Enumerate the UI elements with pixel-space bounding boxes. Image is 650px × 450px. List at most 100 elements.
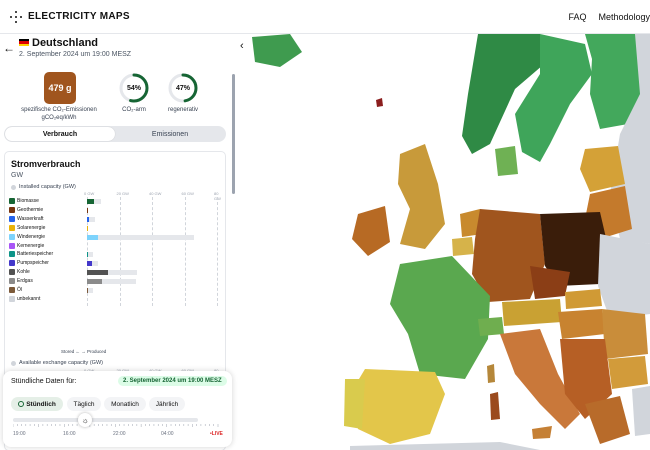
map-region-slovakia (565, 289, 602, 309)
source-row[interactable]: Öl (7, 286, 225, 294)
low-carbon-ring: 54% (118, 72, 150, 104)
source-icon (9, 242, 15, 249)
source-icon (9, 224, 15, 231)
source-row[interactable]: Kohle (7, 268, 225, 276)
x-tick-label: 20 GW (116, 191, 129, 196)
info-icon[interactable] (11, 184, 16, 190)
app-title: ELECTRICITY MAPS (28, 11, 130, 22)
logo[interactable]: ELECTRICITY MAPS (10, 10, 130, 23)
x-tick-label: 60 GW (181, 191, 194, 196)
collapse-panel-icon[interactable]: ‹ (240, 40, 244, 52)
time-label-3: 22:00 (113, 431, 126, 437)
map-region-faroes (376, 98, 383, 107)
source-row[interactable]: Windenergie (7, 233, 225, 241)
gridline (87, 197, 88, 306)
map-region-ireland (352, 206, 390, 256)
selected-datetime-badge: 2. September 2024 um 19:00 MESZ (118, 376, 227, 386)
panel-scrollbar[interactable] (232, 74, 235, 194)
source-label: Biomasse (17, 198, 39, 204)
carbon-intensity-badge: 479 g (44, 72, 76, 104)
logo-icon (10, 10, 22, 23)
source-label: Pumpspeicher (17, 260, 49, 267)
map-region-norway (462, 34, 550, 154)
gridline (152, 197, 153, 306)
map-region-greece (585, 396, 630, 444)
map-region-north-africa (350, 442, 540, 450)
nav-methodology-link[interactable]: Methodology (598, 12, 650, 22)
source-icon (9, 206, 15, 213)
low-carbon-value: 54% (126, 84, 141, 92)
capacity-bar (87, 199, 101, 204)
map-region-iceland (252, 34, 302, 67)
carbon-map[interactable] (240, 34, 650, 450)
map-region-bulgaria (608, 356, 648, 389)
source-label: Solarenergie (17, 224, 46, 231)
map-region-hungary (558, 309, 605, 339)
renewable-value: 47% (175, 84, 190, 92)
zone-name: Deutschland (32, 37, 99, 49)
source-icon (9, 198, 15, 204)
capacity-bar (87, 252, 94, 258)
production-bar (87, 279, 103, 285)
time-controller-title: Stündliche Daten für: (11, 378, 77, 385)
source-label: unbekannt (17, 295, 41, 302)
source-row[interactable]: Solarenergie (7, 224, 225, 232)
zone-datetime: 2. September 2024 um 19:00 MESZ (19, 51, 132, 58)
source-row[interactable]: unbekannt (7, 295, 225, 303)
tab-consumption[interactable]: Verbrauch (5, 127, 115, 141)
source-icon (9, 260, 15, 267)
gridline (119, 197, 121, 306)
renewable-ring: 47% (167, 72, 199, 104)
germany-flag-icon (19, 39, 29, 46)
time-label-2: 16:00 (63, 431, 76, 437)
source-row[interactable]: Erdgas (7, 277, 225, 285)
info-icon[interactable] (11, 360, 16, 366)
map-region-switzerland (478, 317, 504, 336)
source-icon (9, 215, 15, 222)
map-region-spain (350, 369, 445, 444)
period-daily-button[interactable]: Täglich (67, 397, 101, 411)
top-bar: ELECTRICITY MAPS FAQ Methodology (0, 0, 650, 34)
source-label: Kohle (17, 269, 30, 276)
production-bar (87, 261, 93, 267)
source-row[interactable]: Batteriespeicher (7, 250, 225, 258)
time-slider-track[interactable] (13, 418, 198, 422)
source-row[interactable]: Kernenergie (7, 242, 225, 250)
x-tick-label: 0 GW (84, 368, 94, 373)
time-slider-thumb[interactable]: ☼ (78, 413, 93, 427)
gridline (184, 197, 186, 306)
live-indicator[interactable]: •LIVE (210, 431, 223, 437)
nav-faq-link[interactable]: FAQ (568, 12, 587, 22)
x-tick-label: 40 GW (149, 191, 162, 196)
time-slider-ticks (13, 424, 219, 427)
clock-icon (18, 401, 25, 407)
map-region-sweden (515, 34, 592, 162)
map-region-turkey (632, 386, 650, 436)
source-label: Erdgas (17, 278, 33, 285)
map-region-romania (602, 309, 648, 359)
tab-emissions[interactable]: Emissionen (151, 130, 189, 138)
production-bar (87, 199, 94, 204)
map-region-poland (540, 212, 612, 286)
renewable-label: regenerativ (167, 107, 199, 113)
period-monthly-button[interactable]: Monatlich (104, 397, 146, 411)
stored-produced-legend: Stored ← → Produced (61, 349, 107, 354)
source-icon (9, 269, 15, 276)
source-label: Windenergie (17, 233, 46, 240)
period-hourly-button[interactable]: Stündlich (11, 397, 63, 411)
map-region-great-britain (398, 144, 445, 249)
source-row[interactable]: Wasserkraft (7, 215, 225, 223)
map-region-germany (472, 209, 545, 302)
breakdown-title: Stromverbrauch (11, 159, 81, 169)
gridline (217, 197, 218, 306)
back-arrow-icon[interactable]: ← (3, 41, 15, 55)
period-yearly-button[interactable]: Jährlich (149, 397, 185, 411)
source-row[interactable]: Geothermie (7, 206, 225, 214)
source-row[interactable]: Pumpspeicher (7, 259, 225, 267)
map-region-corsica (487, 364, 495, 383)
source-icon (9, 233, 15, 240)
source-row[interactable]: Biomasse (7, 197, 225, 205)
source-label: Kernenergie (17, 242, 45, 249)
installed-capacity-label: Installed capacity (GW) (11, 184, 76, 190)
production-bar (87, 225, 88, 231)
